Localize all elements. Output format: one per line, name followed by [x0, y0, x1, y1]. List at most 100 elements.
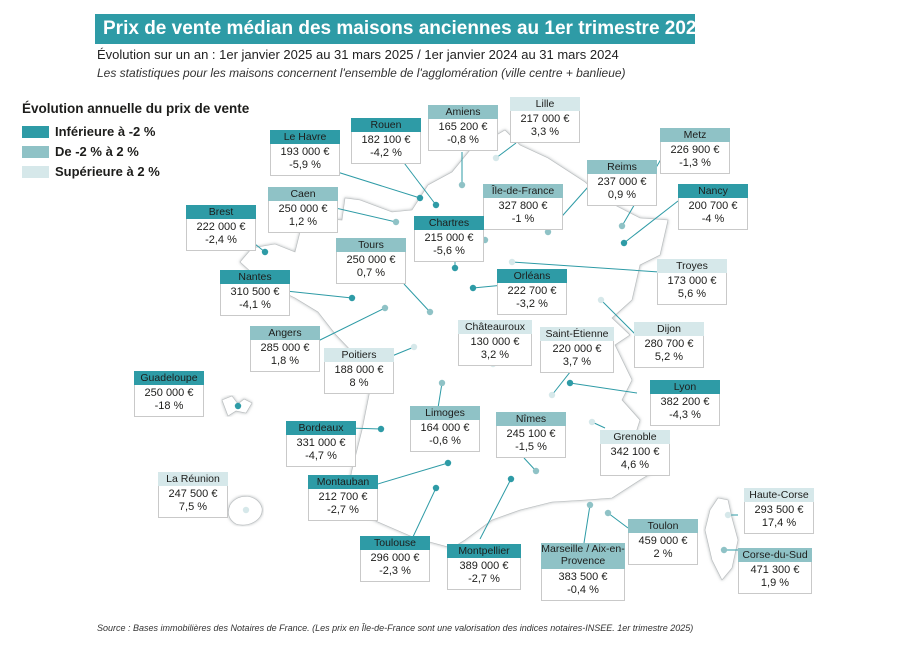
city-name: Corse-du-Sud [738, 548, 812, 562]
city-label-tours: Tours 250 000 €0,7 % [336, 238, 406, 284]
city-label-orleans: Orléans 222 700 € -3,2 % [497, 269, 567, 315]
dot-montauban [444, 459, 452, 467]
city-change: 5,6 % [677, 288, 707, 300]
leader-toulon [607, 512, 629, 529]
dot-rouen [432, 201, 440, 209]
city-name: Guadeloupe [134, 371, 204, 385]
city-label-amiens: Amiens 165 200 € -0,8 % [428, 105, 498, 151]
dot-grenoble [588, 418, 596, 426]
city-label-corse-du-sud: Corse-du-Sud 471 300 €1,9 % [738, 548, 812, 594]
dot-tours [426, 308, 434, 316]
source-note: Source : Bases immobilières des Notaires… [97, 623, 694, 633]
city-change: 3,3 % [530, 126, 560, 138]
city-name: Chartres [414, 216, 484, 230]
dot-reims [544, 228, 552, 236]
city-name: Grenoble [600, 430, 670, 444]
city-change: -1 % [511, 213, 535, 225]
city-change: 1,8 % [270, 355, 300, 367]
dot-lille [492, 154, 500, 162]
dot-corse-du-sud [720, 546, 728, 554]
dot-caen [392, 218, 400, 226]
city-price: 222 000 € [196, 221, 246, 233]
city-name: Toulon [628, 519, 698, 533]
leader-montauban [370, 462, 449, 487]
dot-haute-corse [724, 511, 732, 519]
city-name: Toulouse [360, 536, 430, 550]
city-name: Angers [250, 326, 320, 340]
city-label-ile-de-france: Île-de-France 327 800 € -1 % [483, 184, 563, 230]
city-price: 212 700 € [318, 491, 368, 503]
city-label-marseille: Marseille / Aix-en-Provence 383 500 € -0,… [541, 543, 625, 601]
city-change: -1,3 % [679, 157, 711, 169]
leader-poitiers [391, 346, 415, 357]
city-label-haute-corse: Haute-Corse 293 500 €17,4 % [744, 488, 814, 534]
legend-item-mid: De -2 % à 2 % [22, 144, 249, 159]
city-price: 471 300 € [750, 564, 800, 576]
legend-item-high: Supérieure à 2 % [22, 164, 249, 179]
city-change: -2,7 % [327, 504, 359, 516]
dot-toulon [604, 509, 612, 517]
city-change: 0,9 % [607, 189, 637, 201]
city-label-grenoble: Grenoble 342 100 €4,6 % [600, 430, 670, 476]
leader-troyes [511, 261, 660, 273]
city-label-bordeaux: Bordeaux 331 000 € -4,7 % [286, 421, 356, 467]
city-price: 182 100 € [361, 134, 411, 146]
city-change: -0,6 % [429, 435, 461, 447]
legend-swatch-low [22, 125, 49, 138]
dot-lyon [566, 379, 574, 387]
dot-bordeaux [377, 425, 385, 433]
legend-title: Évolution annuelle du prix de vente [22, 101, 250, 116]
city-change: -18 % [154, 400, 184, 412]
city-label-nancy: Nancy 200 700 € -4 % [678, 184, 748, 230]
dot-brest [261, 248, 269, 256]
city-price: 217 000 € [520, 113, 570, 125]
city-change: -3,2 % [516, 298, 548, 310]
city-price: 200 700 € [688, 200, 738, 212]
city-price: 215 000 € [424, 232, 474, 244]
dot-limoges [438, 379, 446, 387]
city-price: 165 200 € [438, 121, 488, 133]
city-price: 247 500 € [168, 488, 218, 500]
city-name: Nantes [220, 270, 290, 284]
scope-note: Les statistiques pour les maisons concer… [97, 66, 626, 80]
city-label-toulouse: Toulouse 296 000 € -2,3 % [360, 536, 430, 582]
city-name: Marseille / Aix-en-Provence [541, 543, 625, 569]
city-label-metz: Metz 226 900 € -1,3 % [660, 128, 730, 174]
city-label-brest: Brest 222 000 € -2,4 % [186, 205, 256, 251]
city-label-le-havre: Le Havre 193 000 € -5,9 % [270, 130, 340, 176]
city-change: -4,1 % [239, 299, 271, 311]
legend-label-high: Supérieure à 2 % [55, 164, 160, 179]
leader-tours [403, 283, 431, 313]
dot-le-havre [416, 194, 424, 202]
city-change: -4 % [701, 213, 725, 225]
city-name: Montauban [308, 475, 378, 489]
city-name: Troyes [657, 259, 727, 273]
city-change: -0,8 % [447, 134, 479, 146]
city-label-montauban: Montauban 212 700 € -2,7 % [308, 475, 378, 521]
city-name: Orléans [497, 269, 567, 283]
city-name: Haute-Corse [744, 488, 814, 502]
city-name: Montpellier [447, 544, 521, 558]
city-price: 237 000 € [597, 176, 647, 188]
legend-swatch-high [22, 165, 49, 178]
city-price: 164 000 € [420, 422, 470, 434]
city-label-nimes: Nîmes 245 100 € -1,5 % [496, 412, 566, 458]
leader-limoges [437, 382, 443, 409]
city-label-poitiers: Poitiers 188 000 €8 % [324, 348, 394, 394]
city-change: 3,2 % [480, 349, 510, 361]
city-name: Tours [336, 238, 406, 252]
dot-nimes [532, 467, 540, 475]
city-name: Le Havre [270, 130, 340, 144]
dot-nancy [620, 239, 628, 247]
city-label-guadeloupe: Guadeloupe 250 000 € -18 % [134, 371, 204, 417]
dot-troyes [508, 258, 516, 266]
city-label-chateauroux: Châteauroux 130 000 €3,2 % [458, 320, 532, 366]
city-label-dijon: Dijon 280 700 €5,2 % [634, 322, 704, 368]
city-price: 250 000 € [278, 203, 328, 215]
city-label-troyes: Troyes 173 000 €5,6 % [657, 259, 727, 305]
dot-orleans [469, 284, 477, 292]
city-change: 5,2 % [654, 351, 684, 363]
city-change: -2,4 % [205, 234, 237, 246]
city-price: 130 000 € [470, 336, 520, 348]
city-name: Poitiers [324, 348, 394, 362]
